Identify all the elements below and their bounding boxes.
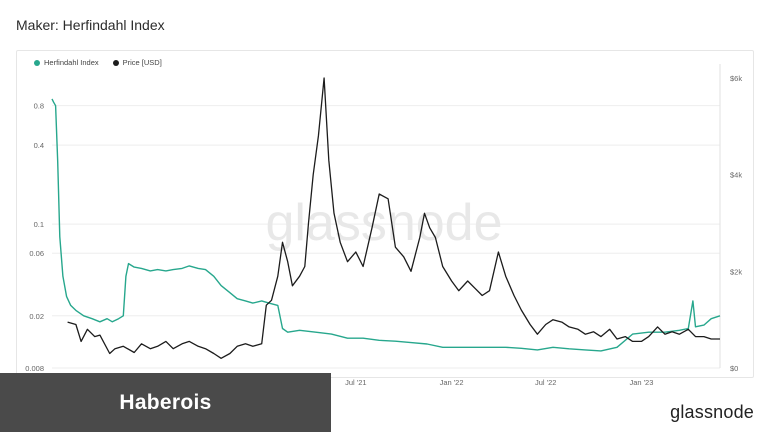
chart-card [16, 50, 754, 378]
y-left-tick-label: 0.06 [29, 249, 44, 258]
x-tick-label: Jan '22 [440, 378, 464, 387]
y-right-tick-label: $4k [730, 171, 742, 180]
glassnode-logo: glassnode [670, 402, 754, 422]
legend-label-herfindahl: Herfindahl Index [44, 58, 99, 67]
y-left-tick-label: 0.008 [25, 364, 44, 373]
legend-item-price[interactable]: Price [USD] [112, 58, 162, 67]
x-tick-label: Jul '21 [345, 378, 366, 387]
x-tick-label: Jul '22 [535, 378, 556, 387]
brand-banner: Haberois [0, 373, 331, 432]
watermark-text: glassnode [265, 194, 502, 252]
chart-legend: Herfindahl Index Price [USD] [34, 58, 162, 67]
series-line-price [67, 77, 720, 359]
legend-item-herfindahl[interactable]: Herfindahl Index [34, 58, 99, 67]
y-left-tick-label: 0.02 [29, 312, 44, 321]
y-right-tick-label: $2k [730, 267, 742, 276]
y-left-tick-label: 0.8 [34, 102, 44, 111]
legend-dot-price [112, 59, 119, 66]
y-left-tick-label: 0.4 [34, 141, 44, 150]
brand-banner-label: Haberois [119, 390, 212, 414]
page-title: Maker: Herfindahl Index [16, 17, 165, 33]
y-left-tick-label: 0.1 [34, 220, 44, 229]
legend-label-price: Price [USD] [122, 58, 162, 67]
legend-dot-herfindahl [34, 59, 40, 66]
y-right-tick-label: $6k [730, 74, 742, 83]
x-tick-label: Jan '23 [629, 378, 653, 387]
y-right-tick-label: $0 [730, 364, 738, 373]
series-line-herfindahl [51, 98, 721, 352]
